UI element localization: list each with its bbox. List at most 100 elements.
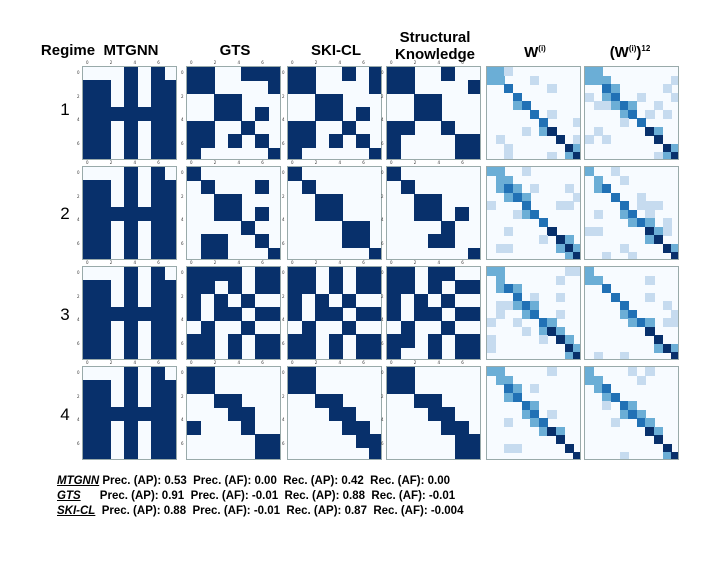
matrix-cell (414, 93, 429, 108)
matrix-cell (342, 120, 357, 135)
matrix-cell (164, 147, 176, 159)
header-w-power-12: (W(i))12 (590, 40, 670, 61)
matrix-gts-regime-1 (186, 66, 281, 160)
heatmap-cell (556, 275, 566, 285)
matrix-cell (200, 180, 215, 195)
heatmap-cell (671, 92, 678, 102)
heatmap-cell (538, 335, 548, 345)
matrix-mtgnn-regime-3 (82, 266, 177, 360)
matrix-cell (164, 180, 176, 195)
matrix-cell (268, 347, 280, 359)
heatmap-cell (602, 284, 612, 294)
tick-label: 2 (413, 160, 417, 165)
heatmap-cell (585, 167, 595, 177)
matrix-cell (288, 134, 303, 149)
tick-label: 2 (381, 193, 384, 199)
heatmap-cell (654, 152, 664, 159)
matrix-cell (150, 293, 165, 308)
matrix-cell (241, 67, 256, 82)
matrix-cell (214, 267, 229, 282)
heatmap-cell (512, 284, 523, 294)
heatmap-cell (654, 126, 664, 136)
tick-label: 6 (461, 160, 464, 165)
matrix-cell (241, 407, 256, 422)
tick-label: 0 (190, 260, 193, 265)
heatmap-cell (602, 75, 612, 85)
matrix-cell (288, 120, 303, 135)
tick-label: 6 (181, 140, 184, 146)
matrix-cell (427, 93, 442, 108)
tick-label: 0 (291, 160, 294, 165)
tick-label: 2 (181, 293, 184, 299)
matrix-cell (214, 207, 229, 222)
heatmap-w-regime-3 (486, 266, 581, 360)
header-w12-close: ) (636, 44, 642, 61)
heatmap-cell (636, 218, 646, 228)
matrix-cell (150, 80, 165, 95)
heatmap-cell (619, 401, 629, 411)
heatmap-cell (662, 343, 672, 353)
heatmap-cell (504, 152, 514, 159)
metrics-row-gts: GTS Prec. (AP): 0.91 Prec. (AF): -0.01 R… (57, 489, 463, 504)
matrix-cell (454, 434, 469, 449)
matrix-cell (150, 367, 165, 382)
matrix-cell (241, 120, 256, 135)
matrix-cell (328, 334, 343, 349)
heatmap-cell (636, 418, 646, 428)
matrix-cell (369, 80, 381, 95)
tick-label: 0 (282, 270, 285, 275)
heatmap-cell (654, 435, 664, 445)
matrix-cell (301, 334, 316, 349)
heatmap-cell (654, 343, 664, 353)
matrix-cell (83, 207, 98, 222)
matrix-cell (123, 67, 138, 82)
heatmap-cell (504, 184, 514, 194)
heatmap-cell (538, 426, 548, 436)
tick-label: 4 (437, 360, 441, 365)
matrix-cell (301, 280, 316, 295)
matrix-cell (400, 120, 415, 135)
matrix-cell (315, 393, 330, 408)
matrix-cell (454, 280, 469, 295)
matrix-cell (150, 267, 165, 282)
matrix-cell (355, 347, 370, 359)
matrix-cell (400, 280, 415, 295)
matrix-cell (355, 234, 370, 249)
heatmap-cell (547, 409, 557, 419)
matrix-cell (288, 380, 303, 395)
heatmap-cell (671, 318, 678, 328)
matrix-cell (288, 147, 303, 159)
heatmap-w12-regime-2 (584, 166, 679, 260)
matrix-cell (328, 347, 343, 359)
tick-label: 2 (413, 260, 417, 265)
matrix-cell (150, 307, 165, 322)
heatmap-cell (593, 226, 603, 236)
tick-label: 2 (213, 360, 217, 365)
matrix-cell (164, 334, 176, 349)
heatmap-cell (547, 126, 557, 136)
tick-label: 0 (381, 370, 384, 375)
heatmap-cell (504, 67, 514, 77)
matrix-cell (342, 234, 357, 249)
heatmap-cell (619, 301, 629, 311)
heatmap-cell (573, 135, 580, 145)
matrix-cell (137, 107, 152, 122)
heatmap-cell (619, 175, 629, 185)
heatmap-cell (593, 275, 603, 285)
matrix-cell (400, 80, 415, 95)
header-regime: Regime (40, 42, 96, 59)
matrix-cell (96, 447, 111, 459)
heatmap-cell (636, 318, 646, 328)
header-w12-superscript-i: (i) (628, 44, 637, 53)
heatmap-cell (593, 384, 603, 394)
heatmap-cell (504, 392, 514, 402)
heatmap-cell (573, 252, 580, 259)
heatmap-cell (645, 226, 655, 236)
heatmap-cell (585, 275, 595, 285)
matrix-cell (123, 293, 138, 308)
heatmap-w-regime-4 (486, 366, 581, 460)
tick-label: 4 (282, 217, 285, 222)
matrix-cell (427, 393, 442, 408)
matrix-cell (441, 420, 456, 435)
tick-label: 4 (282, 117, 285, 122)
